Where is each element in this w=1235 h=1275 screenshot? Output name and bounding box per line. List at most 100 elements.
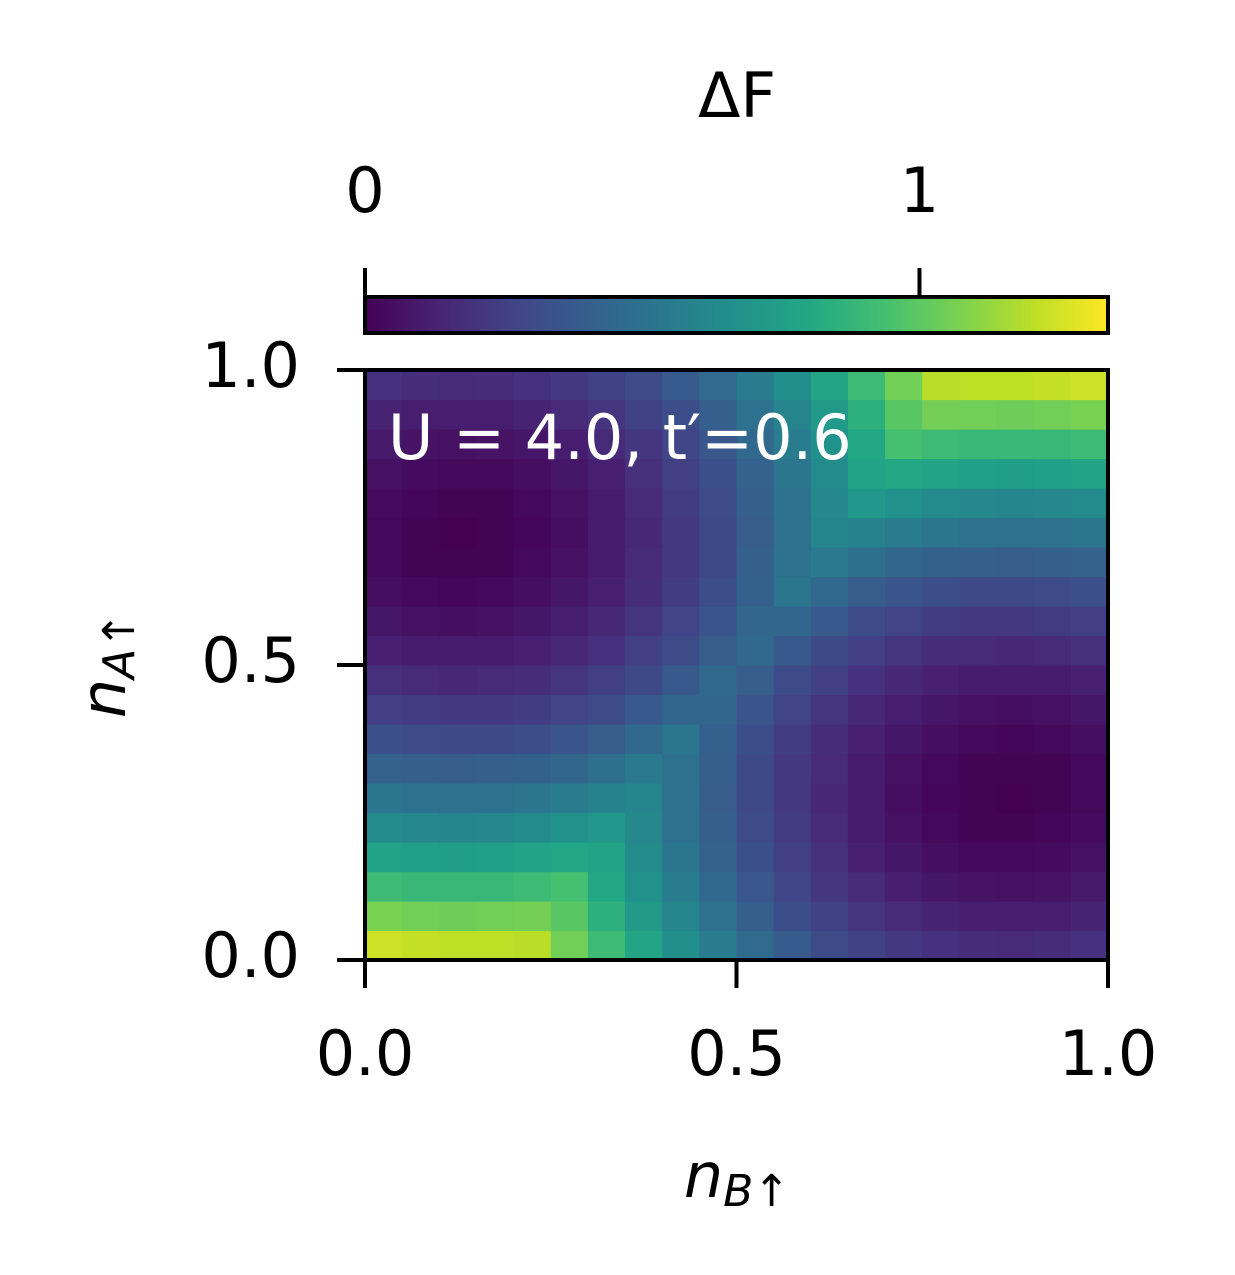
heatmap-cell [996,547,1035,578]
heatmap-cell [625,753,663,784]
heatmap-cell [847,783,886,814]
heatmap-cell [662,399,700,430]
heatmap-cell [550,576,589,607]
heatmap-cell [1070,547,1109,578]
heatmap-cell [439,724,478,755]
heatmap-cell [439,517,478,548]
heatmap-cell [847,635,886,666]
heatmap-cell [662,842,700,873]
heatmap-cell [625,812,663,843]
heatmap-cell [625,517,663,548]
heatmap-cell [773,812,812,843]
heatmap-cell [513,606,552,637]
heatmap-cell [810,576,849,607]
annotation: U = 4.0, t′=0.6 [388,401,852,474]
x-tick-label: 1.0 [1059,1017,1158,1090]
heatmap-cell [959,370,998,401]
heatmap-cell [922,783,960,814]
heatmap-cell [402,488,440,519]
heatmap-cell [476,517,515,548]
heatmap-cell [736,753,775,784]
heatmap-cell [1070,458,1109,489]
heatmap-cell [922,547,960,578]
heatmap-cell [662,606,700,637]
heatmap-cell [1033,665,1072,696]
heatmap-cell [402,547,440,578]
heatmap-cell [476,871,515,902]
heatmap-cell [699,901,738,932]
heatmap-cell [810,606,849,637]
heatmap-cell [736,458,775,489]
heatmap-cell [736,842,775,873]
heatmap-cell [810,930,849,961]
heatmap-cell [476,429,515,460]
heatmap-cell [922,724,960,755]
heatmap-cell [662,458,700,489]
heatmap-cell [1033,576,1072,607]
heatmap-cell [736,635,775,666]
heatmap-cell [699,576,738,607]
heatmap-cell [439,606,478,637]
heatmap-cell [402,724,440,755]
heatmap-cell [402,783,440,814]
heatmap-cell [365,635,403,666]
heatmap-cell [699,753,738,784]
heatmap-cell [476,547,515,578]
heatmap-cell [1033,871,1072,902]
heatmap-cell [625,399,663,430]
heatmap-cell [922,871,960,902]
heatmap-cell [662,429,700,460]
heatmap-cell [513,458,552,489]
heatmap-cell [476,724,515,755]
heatmap-cell [439,547,478,578]
heatmap-cell [1070,370,1109,401]
heatmap-cell [922,576,960,607]
heatmap-cell [1070,606,1109,637]
heatmap-cell [699,517,738,548]
heatmap-cell [402,812,440,843]
heatmap-cell [550,547,589,578]
heatmap-cell [1070,488,1109,519]
heatmap-cell [365,488,403,519]
heatmap-cell [550,871,589,902]
heatmap-cell [736,812,775,843]
heatmap-cell [587,488,626,519]
heatmap-cell [587,370,626,401]
heatmap-cell [922,399,960,430]
heatmap-cell [736,429,775,460]
heatmap-cell [699,694,738,725]
heatmap-cell [773,783,812,814]
heatmap-cell [996,930,1035,961]
heatmap-cell [587,901,626,932]
heatmap-cell [885,724,923,755]
heatmap-cell [439,488,478,519]
y-axis-label-base: n [67,679,140,718]
heatmap-cell [513,812,552,843]
heatmap-cell [1033,930,1072,961]
heatmap-cell [439,399,478,430]
heatmap-cell [513,429,552,460]
heatmap-cell [699,635,738,666]
heatmap-cell [513,753,552,784]
heatmap-cell [402,606,440,637]
heatmap-cell [847,665,886,696]
heatmap-cell [662,370,700,401]
heatmap-cell [996,871,1035,902]
heatmap-cell [699,842,738,873]
heatmap-cell [513,635,552,666]
heatmap-cell [959,547,998,578]
heatmap-cell [699,930,738,961]
heatmap-cell [847,488,886,519]
heatmap-cell [550,901,589,932]
heatmap-cell [550,517,589,548]
heatmap-cell [439,665,478,696]
heatmap-cell [625,429,663,460]
heatmap-cell [773,429,812,460]
heatmap-cell [847,429,886,460]
heatmap-cell [365,458,403,489]
heatmap-cell [402,871,440,902]
heatmap-cell [1070,635,1109,666]
heatmap-cell [847,606,886,637]
heatmap-cell [959,429,998,460]
heatmap-cell [550,753,589,784]
